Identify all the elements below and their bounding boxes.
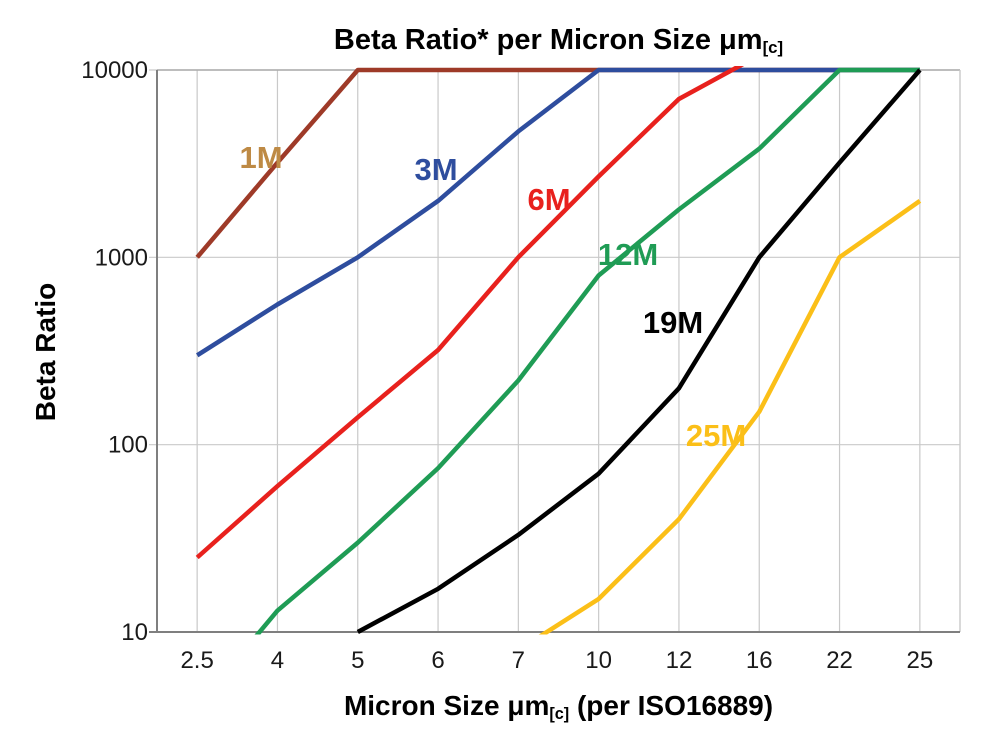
chart-title: Beta Ratio* per Micron Size μm[c] xyxy=(157,24,960,58)
series-label-3M: 3M xyxy=(414,152,457,187)
x-tick-12: 12 xyxy=(666,647,693,674)
x-tick-16: 16 xyxy=(746,647,773,674)
series-label-1M: 1M xyxy=(239,140,282,175)
y-tick-10: 10 xyxy=(121,619,148,646)
series-label-25M: 25M xyxy=(686,418,746,453)
chart-title-text: Beta Ratio* per Micron Size xyxy=(333,24,720,56)
x-tick-5: 5 xyxy=(351,647,364,674)
x-axis-title-subscript: [c] xyxy=(549,705,570,724)
x-axis-title-suffix: (per ISO16889) xyxy=(569,690,774,721)
x-axis-title-text: Micron Size xyxy=(343,690,508,721)
x-tick-25: 25 xyxy=(906,647,933,674)
x-axis-title: Micron Size μm[c] (per ISO16889) xyxy=(157,690,960,724)
y-tick-10000: 10000 xyxy=(81,57,148,84)
y-tick-100: 100 xyxy=(108,432,148,459)
y-tick-1000: 1000 xyxy=(95,244,148,271)
x-tick-6: 6 xyxy=(431,647,444,674)
chart-title-unit: μm xyxy=(719,24,763,56)
x-tick-4: 4 xyxy=(271,647,284,674)
x-tick-7: 7 xyxy=(512,647,525,674)
series-line-19M xyxy=(356,68,922,634)
series-line-25M xyxy=(538,199,922,635)
series-line-12M xyxy=(254,67,920,635)
series-label-12M: 12M xyxy=(598,237,658,272)
series-line-3M xyxy=(195,67,920,358)
x-tick-22: 22 xyxy=(826,647,853,674)
x-axis-title-unit: μm xyxy=(507,690,550,721)
series-label-6M: 6M xyxy=(527,182,570,217)
x-tick-2.5: 2.5 xyxy=(180,647,213,674)
series-line-6M xyxy=(195,66,745,560)
x-tick-10: 10 xyxy=(585,647,612,674)
series-label-19M: 19M xyxy=(643,305,703,340)
chart-title-subscript: [c] xyxy=(762,38,784,58)
